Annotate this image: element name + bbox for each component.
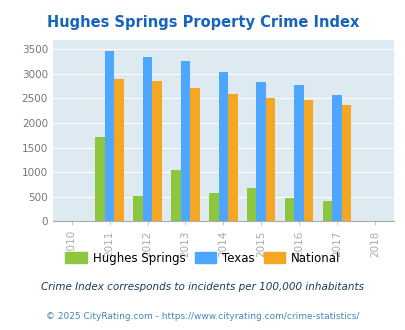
Legend: Hughes Springs, Texas, National: Hughes Springs, Texas, National bbox=[61, 247, 344, 269]
Text: Crime Index corresponds to incidents per 100,000 inhabitants: Crime Index corresponds to incidents per… bbox=[41, 282, 364, 292]
Bar bbox=[95, 137, 104, 221]
Bar bbox=[152, 81, 161, 221]
Bar bbox=[228, 94, 237, 221]
Bar bbox=[171, 170, 180, 221]
Bar bbox=[180, 61, 190, 221]
Bar bbox=[104, 51, 114, 221]
Bar bbox=[143, 57, 152, 221]
Text: Hughes Springs Property Crime Index: Hughes Springs Property Crime Index bbox=[47, 15, 358, 30]
Bar bbox=[218, 73, 228, 221]
Bar bbox=[246, 188, 256, 221]
Text: © 2025 CityRating.com - https://www.cityrating.com/crime-statistics/: © 2025 CityRating.com - https://www.city… bbox=[46, 312, 359, 321]
Bar bbox=[209, 193, 218, 221]
Bar bbox=[190, 88, 199, 221]
Bar bbox=[114, 79, 124, 221]
Bar bbox=[303, 100, 313, 221]
Bar bbox=[284, 198, 294, 221]
Bar bbox=[265, 98, 275, 221]
Bar bbox=[133, 196, 143, 221]
Bar bbox=[256, 82, 265, 221]
Bar bbox=[331, 94, 341, 221]
Bar bbox=[294, 85, 303, 221]
Bar bbox=[341, 105, 350, 221]
Bar bbox=[322, 201, 331, 221]
